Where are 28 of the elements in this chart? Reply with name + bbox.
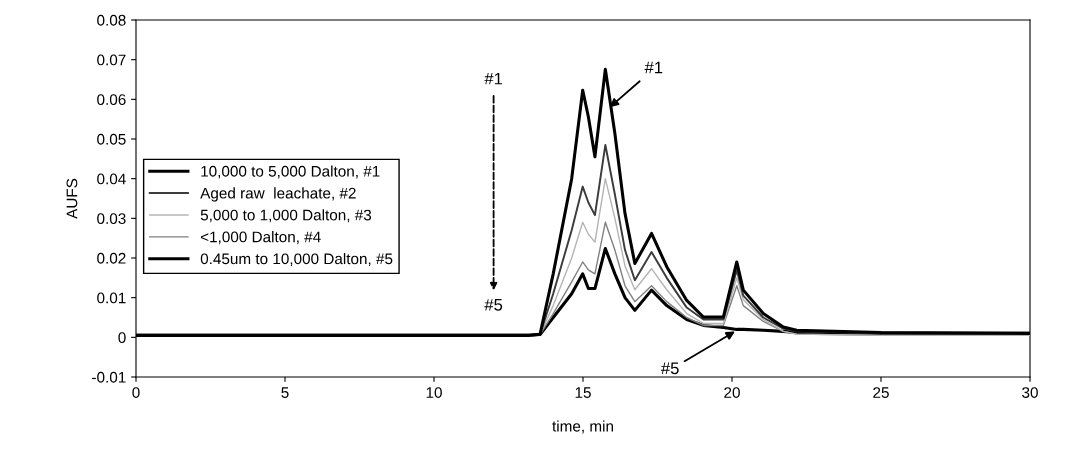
x-tick-label: 30 [1022, 387, 1038, 398]
annotation: #5 [484, 299, 503, 311]
annotation: #5 [660, 362, 679, 375]
x-tick-label: 15 [575, 387, 591, 398]
legend-label: 10,000 to 5,000 Dalton, #1 [201, 165, 380, 179]
legend-label: 0.45um to 10,000 Dalton, #5 [200, 252, 393, 267]
y-tick-label: 0.08 [97, 14, 126, 26]
x-tick-label: 25 [873, 387, 889, 398]
legend-label: Aged raw leachate, #2 [200, 187, 356, 202]
x-tick-label: 20 [724, 387, 740, 398]
y-tick-label: 0.04 [97, 173, 126, 185]
y-axis-title: AUFS [66, 178, 78, 219]
x-tick-label: 10 [426, 387, 442, 398]
y-tick-label: 0.07 [97, 54, 126, 66]
annotation: #1 [484, 72, 503, 85]
y-tick-label: 0 [118, 332, 126, 344]
annotation: #1 [644, 61, 663, 74]
y-tick-label: 0.06 [97, 94, 126, 106]
legend-label: <1,000 Dalton, #4 [200, 231, 321, 245]
y-tick-label: 0.01 [97, 292, 126, 304]
y-tick-label: -0.01 [92, 371, 126, 383]
legend-label: 5,000 to 1,000 Dalton, #3 [200, 209, 372, 223]
x-tick-label: 0 [132, 387, 140, 398]
y-tick-label: 0.03 [97, 213, 126, 225]
y-tick-label: 0.02 [97, 252, 126, 264]
y-tick-label: 0.05 [97, 133, 126, 145]
x-axis-title: time, min [552, 420, 613, 434]
x-tick-label: 5 [281, 387, 289, 398]
